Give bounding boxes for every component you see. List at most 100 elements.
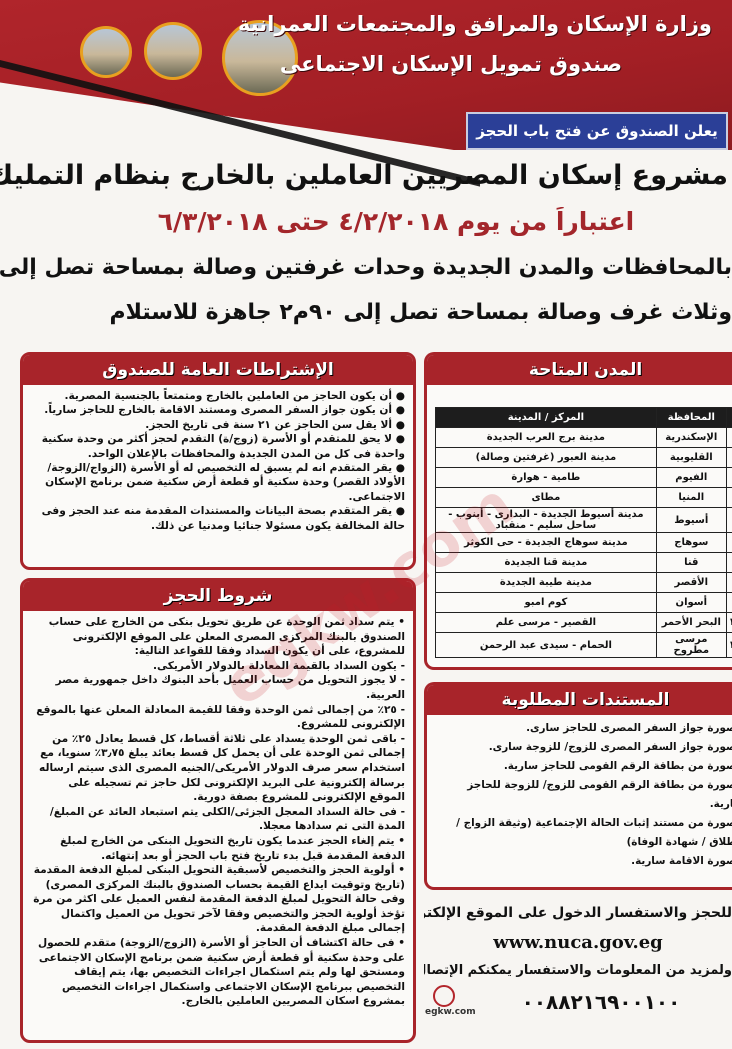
table-cell: قنا <box>655 552 727 573</box>
booking-conditions-title: شروط الحجز <box>23 581 413 611</box>
booking-condition-item: • يتم سداد ثمن الوحدة عن طريق تحويل بنكى… <box>48 616 405 658</box>
table-cell: الإسكندرية <box>655 427 727 448</box>
table-cell: البحر الأحمر <box>655 612 727 633</box>
table-cell: ٢ <box>725 447 732 468</box>
table-cell: ٨ <box>725 572 732 593</box>
headline-line2: وثلاث غرف وصالة بمساحة تصل إلى ٩٠م٢ جاهز… <box>109 300 732 325</box>
booking-condition-item: - ٢٥٪ من إجمالى ثمن الوحدة وفقا للقيمة ا… <box>36 703 405 731</box>
general-condition-item: ● يقر المتقدم انه لم يسبق له التخصيص له … <box>45 462 405 503</box>
table-cell: أسيوط <box>655 507 727 533</box>
table-cell: الأقصر <box>655 572 727 593</box>
contact-line1: للحجز والاستفسار الدخول على الموقع الإلك… <box>424 905 732 921</box>
general-condition-item: ● ألا يقل سن الحاجز عن ٢١ سنة فى تاريخ ا… <box>145 418 405 431</box>
table-row: ٤المنيامطاى <box>435 487 732 508</box>
table-cell: ٦ <box>725 532 732 553</box>
headline-dates: اعتباراً من يوم ٤/٢/٢٠١٨ حتى ٦/٣/٢٠١٨ <box>157 207 635 236</box>
headline-line1: بالمحافظات والمدن الجديدة وحدات غرفتين و… <box>0 255 732 280</box>
eye-icon <box>433 985 455 1007</box>
general-condition-text: أن يكون الحاجز من العاملين بالخارج ومتمت… <box>64 390 393 402</box>
booking-condition-item: - لا يجوز التحويل من حساب العميل بأحد ال… <box>55 674 405 701</box>
table-cell: مطاى <box>435 487 657 508</box>
table-cell: المنيا <box>655 487 727 508</box>
available-cities-title: المدن المتاحة <box>427 355 732 385</box>
table-header-cell <box>725 407 732 428</box>
table-cell: ٧ <box>725 552 732 573</box>
table-cell: مدينة العبور (غرفتين وصالة) <box>435 447 657 468</box>
general-condition-item: ● يقر المتقدم بصحة البيانات والمستندات ا… <box>41 505 405 532</box>
table-cell: طامية - هوارة <box>435 467 657 488</box>
document-item: - صورة الاقامة سارية. <box>631 855 732 867</box>
contact-phone: ٠٠٨٨٢١٦٩٠٠١٠٠ <box>521 990 681 1014</box>
table-cell: القصير - مرسى علم <box>435 612 657 633</box>
announcement-badge: يعلن الصندوق عن فتح باب الحجز <box>466 112 728 150</box>
document-item: - صورة من مستند إثبات الحالة الإجتماعية … <box>456 817 732 848</box>
logo-text: egkw.com <box>425 1007 476 1017</box>
booking-conditions-box: شروط الحجز • يتم سداد ثمن الوحدة عن طريق… <box>20 578 416 1043</box>
table-row: ٣الفيومطامية - هوارة <box>435 467 732 488</box>
document-item: - صورة من بطاقة الرقم القومى للحاجز ساري… <box>503 760 732 772</box>
table-cell: ٥ <box>725 507 732 533</box>
table-cell: ١١ <box>725 632 732 658</box>
general-conditions-title: الإشتراطات العامة للصندوق <box>23 355 413 385</box>
table-cell: ١٠ <box>725 612 732 633</box>
general-condition-text: يقر المتقدم بصحة البيانات والمستندات الم… <box>41 505 405 532</box>
contact-line2: ولمزيد من المعلومات والاستفسار يمكنكم ال… <box>424 963 732 978</box>
table-cell: الحمام - سيدى عبد الرحمن <box>435 632 657 658</box>
document-item: - صورة جواز السفر المصرى للزوج/ للزوجة س… <box>488 741 732 753</box>
table-row: ١الإسكندريةمدينة برج العرب الجديدة <box>435 427 732 448</box>
required-documents-box: المستندات المطلوبة - صورة جواز السفر الم… <box>424 682 732 890</box>
contact-url[interactable]: www.nuca.gov.eg <box>493 932 663 953</box>
table-cell: مدينة قنا الجديدة <box>435 552 657 573</box>
general-condition-text: لا يحق للمتقدم أو الأسرة (زوج/ة) التقدم … <box>41 433 405 460</box>
general-condition-item: ● أن يكون جواز السفر المصرى ومستند الاقا… <box>44 404 405 417</box>
general-condition-item: ● أن يكون الحاجز من العاملين بالخارج ومت… <box>64 390 405 402</box>
table-cell: مدينة أسيوط الجديدة - البدارى - أبنوب - … <box>435 507 657 533</box>
table-cell: كوم امبو <box>435 592 657 613</box>
table-row: ٨الأقصرمدينة طيبة الجديدة <box>435 572 732 593</box>
table-row: ٢القليوبيةمدينة العبور (غرفتين وصالة) <box>435 447 732 468</box>
table-header-cell: المحافظة <box>655 407 727 428</box>
document-item: - صورة جواز السفر المصرى للحاجز سارى. <box>526 722 732 734</box>
document-item: - صورة من بطاقة الرقم القومى للزوج/ للزو… <box>467 779 732 810</box>
table-cell: مرسى مطروح <box>655 632 727 658</box>
ministry-name: وزارة الإسكان والمرافق والمجتمعات العمرا… <box>237 12 712 36</box>
table-cell: ٤ <box>725 487 732 508</box>
table-cell: مدينة طيبة الجديدة <box>435 572 657 593</box>
table-row: ٦سوهاجمدينة سوهاج الجديدة - حى الكوثر <box>435 532 732 553</box>
table-cell: ٩ <box>725 592 732 613</box>
booking-condition-item: - يكون السداد بالقيمة المعادلة بالدولار … <box>152 659 405 672</box>
table-row: ٩أسوانكوم امبو <box>435 592 732 613</box>
fund-name: صندوق تمويل الإسكان الاجتماعى <box>279 52 622 76</box>
booking-condition-item: - فى حالة السداد المعجل الجزئى/الكلى يتم… <box>49 805 405 833</box>
table-cell: القليوبية <box>655 447 727 468</box>
general-condition-text: ألا يقل سن الحاجز عن ٢١ سنة فى تاريخ الح… <box>145 418 393 431</box>
table-row: ٧قنامدينة قنا الجديدة <box>435 552 732 573</box>
table-cell: مدينة سوهاج الجديدة - حى الكوثر <box>435 532 657 553</box>
booking-condition-item: • أولوية الحجز والتخصيص لأسبقية التحويل … <box>33 864 405 935</box>
building-photo <box>80 26 132 78</box>
headline-title: مشروع إسكان المصريين العاملين بالخارج بن… <box>0 160 728 191</box>
table-cell: أسوان <box>655 592 727 613</box>
table-cell: سوهاج <box>655 532 727 553</box>
booking-condition-item: • يتم إلغاء الحجز عندما يكون تاريخ التحو… <box>60 834 405 862</box>
table-cell: الفيوم <box>655 467 727 488</box>
table-row: ٥أسيوطمدينة أسيوط الجديدة - البدارى - أب… <box>435 507 732 533</box>
general-condition-text: أن يكون جواز السفر المصرى ومستند الاقامة… <box>44 404 393 417</box>
table-cell: مدينة برج العرب الجديدة <box>435 427 657 448</box>
general-condition-item: ● لا يحق للمتقدم أو الأسرة (زوج/ة) التقد… <box>41 433 405 460</box>
table-cell: ٣ <box>725 467 732 488</box>
table-header-cell: المركز / المدينة <box>435 407 657 428</box>
egkw-logo: egkw.com <box>425 985 476 1017</box>
building-photo <box>222 20 298 96</box>
required-documents-title: المستندات المطلوبة <box>427 685 732 715</box>
booking-condition-item: • فى حالة اكتشاف أن الحاجز أو الأسرة (ال… <box>37 937 405 1008</box>
building-photo <box>144 22 202 80</box>
table-cell: ١ <box>725 427 732 448</box>
booking-condition-item: - باقى ثمن الوحدة يسداد على ثلاثة أقساط،… <box>39 732 405 804</box>
general-condition-text: يقر المتقدم انه لم يسبق له التخصيص له أو… <box>45 462 405 503</box>
general-conditions-box: الإشتراطات العامة للصندوق ● أن يكون الحا… <box>20 352 416 570</box>
